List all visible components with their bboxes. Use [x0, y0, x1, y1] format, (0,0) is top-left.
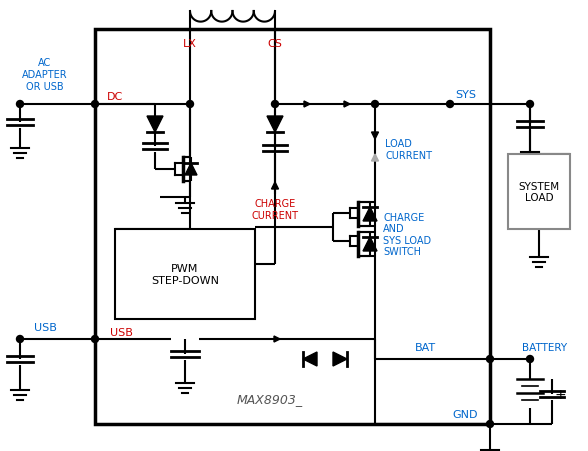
Circle shape	[16, 336, 24, 343]
Circle shape	[446, 101, 453, 108]
Circle shape	[526, 356, 533, 363]
Polygon shape	[363, 238, 377, 252]
Text: +: +	[554, 387, 566, 401]
Bar	[508, 155, 570, 230]
Text: AC
ADAPTER
OR USB: AC ADAPTER OR USB	[22, 58, 68, 92]
Circle shape	[92, 101, 99, 108]
Text: GND: GND	[453, 409, 478, 419]
Text: SYS: SYS	[455, 90, 476, 100]
Polygon shape	[267, 117, 283, 133]
Polygon shape	[185, 164, 197, 175]
Polygon shape	[333, 352, 347, 366]
Text: MAX8903_: MAX8903_	[237, 393, 303, 405]
Text: BAT: BAT	[415, 342, 436, 352]
Text: USB: USB	[34, 322, 56, 332]
Polygon shape	[372, 133, 379, 140]
Circle shape	[92, 336, 99, 343]
Circle shape	[486, 356, 493, 363]
Polygon shape	[147, 117, 163, 133]
Text: USB: USB	[110, 327, 133, 337]
Circle shape	[186, 101, 193, 108]
Circle shape	[486, 421, 493, 428]
Circle shape	[526, 101, 533, 108]
Bar	[95, 30, 490, 424]
Polygon shape	[304, 102, 310, 108]
Text: PWM
STEP-DOWN: PWM STEP-DOWN	[151, 264, 219, 285]
Text: BATTERY: BATTERY	[522, 342, 567, 352]
Text: CS: CS	[268, 39, 282, 49]
Text: CHARGE
AND
SYS LOAD
SWITCH: CHARGE AND SYS LOAD SWITCH	[383, 212, 431, 257]
Text: LX: LX	[183, 39, 197, 49]
Circle shape	[372, 101, 379, 108]
Polygon shape	[274, 336, 280, 342]
Circle shape	[16, 101, 24, 108]
Text: CHARGE
CURRENT: CHARGE CURRENT	[252, 199, 299, 220]
Polygon shape	[344, 102, 350, 108]
Polygon shape	[272, 183, 279, 189]
Bar	[115, 230, 255, 319]
Polygon shape	[363, 207, 377, 221]
Text: LOAD
CURRENT: LOAD CURRENT	[385, 139, 432, 161]
Text: DC: DC	[107, 92, 123, 102]
Polygon shape	[372, 155, 379, 161]
Text: SYSTEM
LOAD: SYSTEM LOAD	[519, 181, 560, 203]
Circle shape	[272, 101, 279, 108]
Polygon shape	[303, 352, 317, 366]
